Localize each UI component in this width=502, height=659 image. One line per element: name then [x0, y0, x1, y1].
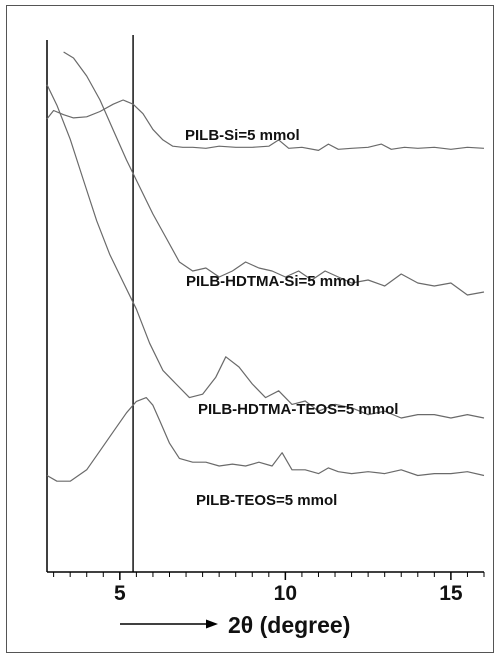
x-tick-label-5: 5 [114, 582, 126, 605]
series-label-pilb-si: PILB-Si=5 mmol [185, 127, 300, 144]
series-line-1 [63, 51, 485, 296]
x-axis-ticks [53, 572, 485, 580]
figure-frame [6, 5, 494, 653]
x-direction-arrow [120, 619, 218, 629]
series-line-0 [46, 99, 485, 151]
series-label-pilb-hdtma-teos: PILB-HDTMA-TEOS=5 mmol [198, 401, 398, 418]
x-tick-label-15: 15 [439, 582, 463, 605]
x-axis-title: 2θ (degree) [228, 612, 350, 638]
series-label-pilb-teos: PILB-TEOS=5 mmol [196, 492, 337, 509]
series-label-pilb-hdtma-si: PILB-HDTMA-Si=5 mmol [186, 273, 360, 290]
series-line-2 [46, 84, 485, 419]
series-lines [46, 51, 485, 482]
x-tick-label-10: 10 [274, 582, 297, 605]
series-line-3 [46, 397, 485, 482]
